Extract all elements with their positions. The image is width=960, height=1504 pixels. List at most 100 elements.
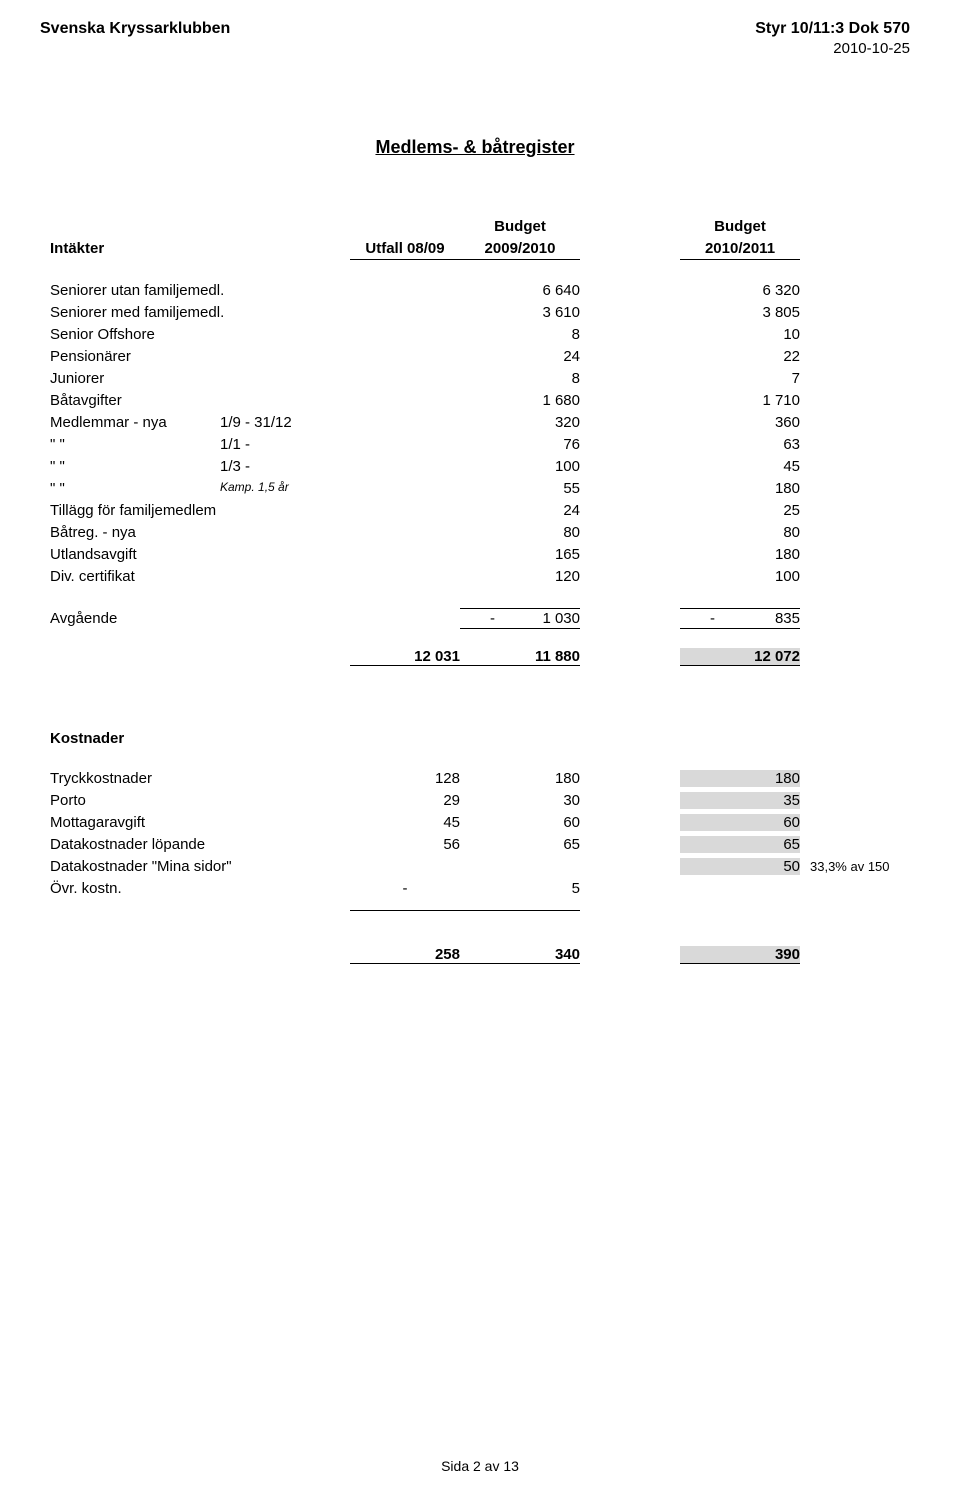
cell-b1: 24 xyxy=(460,348,580,365)
avgaende-label: Avgående xyxy=(50,610,350,627)
row-label: Datakostnader "Mina sidor" xyxy=(50,858,350,875)
row-label: Tillägg för familjemedlem xyxy=(50,502,350,519)
cell-b2: 180 xyxy=(680,546,800,563)
cell-b1: 65 xyxy=(460,836,580,853)
cell-b2: 1 710 xyxy=(680,392,800,409)
cell-b2: 45 xyxy=(680,458,800,475)
cell-b2: 3 805 xyxy=(680,304,800,321)
row-label: " "1/1 - xyxy=(50,436,350,453)
table-row: Medlemmar - nya1/9 - 31/12320360 xyxy=(50,414,910,436)
doc-ref: Styr 10/11:3 Dok 570 xyxy=(755,20,910,38)
cell-b1: 180 xyxy=(460,770,580,787)
row-label: Juniorer xyxy=(50,370,350,387)
b2-header: 2010/2011 xyxy=(680,240,800,260)
row-label: Utlandsavgift xyxy=(50,546,350,563)
table-row: " "1/3 - 100 45 xyxy=(50,458,910,480)
row-label: Seniorer utan familjemedl. xyxy=(50,282,350,299)
utfall-header: Utfall 08/09 xyxy=(350,240,460,260)
document-page: Svenska Kryssarklubben Styr 10/11:3 Dok … xyxy=(0,0,960,1504)
page-footer: Sida 2 av 13 xyxy=(0,1458,960,1474)
col-header-bottom: Intäkter Utfall 08/09 2009/2010 2010/201… xyxy=(50,240,910,262)
table-row: " "1/1 - 76 63 xyxy=(50,436,910,458)
kostnader-total-b2: 390 xyxy=(680,946,800,964)
kostnader-total-utfall: 258 xyxy=(350,946,460,964)
table-row: Porto2930 35 xyxy=(50,792,910,814)
cell-b2: 25 xyxy=(680,502,800,519)
cell-b2: 7 xyxy=(680,370,800,387)
content-area: Budget Budget Intäkter Utfall 08/09 2009… xyxy=(50,218,910,968)
cell-b1: 8 xyxy=(460,326,580,343)
table-row: " "Kamp. 1,5 år 55 180 xyxy=(50,480,910,502)
cell-b2: 6 320 xyxy=(680,282,800,299)
cell-b2: 60 xyxy=(680,814,800,831)
row-label: Mottagaravgift xyxy=(50,814,350,831)
table-row: Utlandsavgift 165 180 xyxy=(50,546,910,568)
org-name: Svenska Kryssarklubben xyxy=(40,20,230,38)
intakter-heading: Intäkter xyxy=(50,240,350,257)
row-label: Tryckkostnader xyxy=(50,770,350,787)
table-row: Senior Offshore810 xyxy=(50,326,910,348)
cell-b1: 6 640 xyxy=(460,282,580,299)
table-row: Seniorer med familjemedl.3 6103 805 xyxy=(50,304,910,326)
cell-b2: 80 xyxy=(680,524,800,541)
kostnader-total-b1: 340 xyxy=(460,946,580,964)
cell-b1: 76 xyxy=(460,436,580,453)
cell-b1: 8 xyxy=(460,370,580,387)
cell-b2: 63 xyxy=(680,436,800,453)
avgaende-b1: -1 030 xyxy=(460,608,580,629)
table-row: Övr. kostn.-5 xyxy=(50,880,910,902)
row-label: Pensionärer xyxy=(50,348,350,365)
cell-b2: 180 xyxy=(680,480,800,497)
cell-utfall: 56 xyxy=(350,836,460,853)
b1-header: 2009/2010 xyxy=(460,240,580,260)
table-row: Pensionärer 24 22 xyxy=(50,348,910,370)
cell-b2: 100 xyxy=(680,568,800,585)
doc-date: 2010-10-25 xyxy=(40,40,910,57)
cell-utfall: 29 xyxy=(350,792,460,809)
intakter-total-utfall: 12 031 xyxy=(350,648,460,666)
cell-b2: 50 xyxy=(680,858,800,875)
row-label: Datakostnader löpande xyxy=(50,836,350,853)
table-row: Mottagaravgift456060 xyxy=(50,814,910,836)
cell-b2: 22 xyxy=(680,348,800,365)
budget-label-1: Budget xyxy=(460,218,580,235)
table-row: Båtavgifter1 6801 710 xyxy=(50,392,910,414)
cell-b1: 80 xyxy=(460,524,580,541)
cell-b1: 320 xyxy=(460,414,580,431)
cell-b1: 24 xyxy=(460,502,580,519)
avgaende-row: Avgående -1 030 -835 xyxy=(50,608,910,630)
table-row: Div. certifikat120100 xyxy=(50,568,910,590)
table-row: Datakostnader "Mina sidor" 5033,3% av 150 xyxy=(50,858,910,880)
intakter-total-row: 12 031 11 880 12 072 xyxy=(50,648,910,670)
row-note: 33,3% av 150 xyxy=(800,859,890,874)
cell-b1: 30 xyxy=(460,792,580,809)
kostnader-total-row: 258 340 390 xyxy=(50,946,910,968)
table-row: Datakostnader löpande566565 xyxy=(50,836,910,858)
row-label: " "1/3 - xyxy=(50,458,350,475)
page-header: Svenska Kryssarklubben Styr 10/11:3 Dok … xyxy=(40,20,910,38)
cell-utfall: - xyxy=(350,880,460,897)
cell-b1: 60 xyxy=(460,814,580,831)
section-title: Medlems- & båtregister xyxy=(40,137,910,158)
cell-b2: 10 xyxy=(680,326,800,343)
cell-b1: 100 xyxy=(460,458,580,475)
row-label: " "Kamp. 1,5 år xyxy=(50,480,350,497)
cell-b1: 165 xyxy=(460,546,580,563)
avgaende-b2: -835 xyxy=(680,608,800,629)
row-label: Porto xyxy=(50,792,350,809)
cell-b1: 55 xyxy=(460,480,580,497)
kostnader-heading-row: Kostnader xyxy=(50,730,910,752)
col-header-top: Budget Budget xyxy=(50,218,910,240)
row-label: Övr. kostn. xyxy=(50,880,350,897)
table-row: Seniorer utan familjemedl. 6 640 6 320 xyxy=(50,282,910,304)
cell-b2: 35 xyxy=(680,792,800,809)
cell-utfall: 45 xyxy=(350,814,460,831)
row-label: Div. certifikat xyxy=(50,568,350,585)
cell-b1: 3 610 xyxy=(460,304,580,321)
cell-b2: 180 xyxy=(680,770,800,787)
intakter-table: Seniorer utan familjemedl. 6 640 6 320Seni… xyxy=(50,282,910,590)
kostnader-sum-border xyxy=(50,910,910,932)
intakter-total-b1: 11 880 xyxy=(460,648,580,666)
row-label: Båtreg. - nya xyxy=(50,524,350,541)
intakter-total-b2: 12 072 xyxy=(680,648,800,666)
